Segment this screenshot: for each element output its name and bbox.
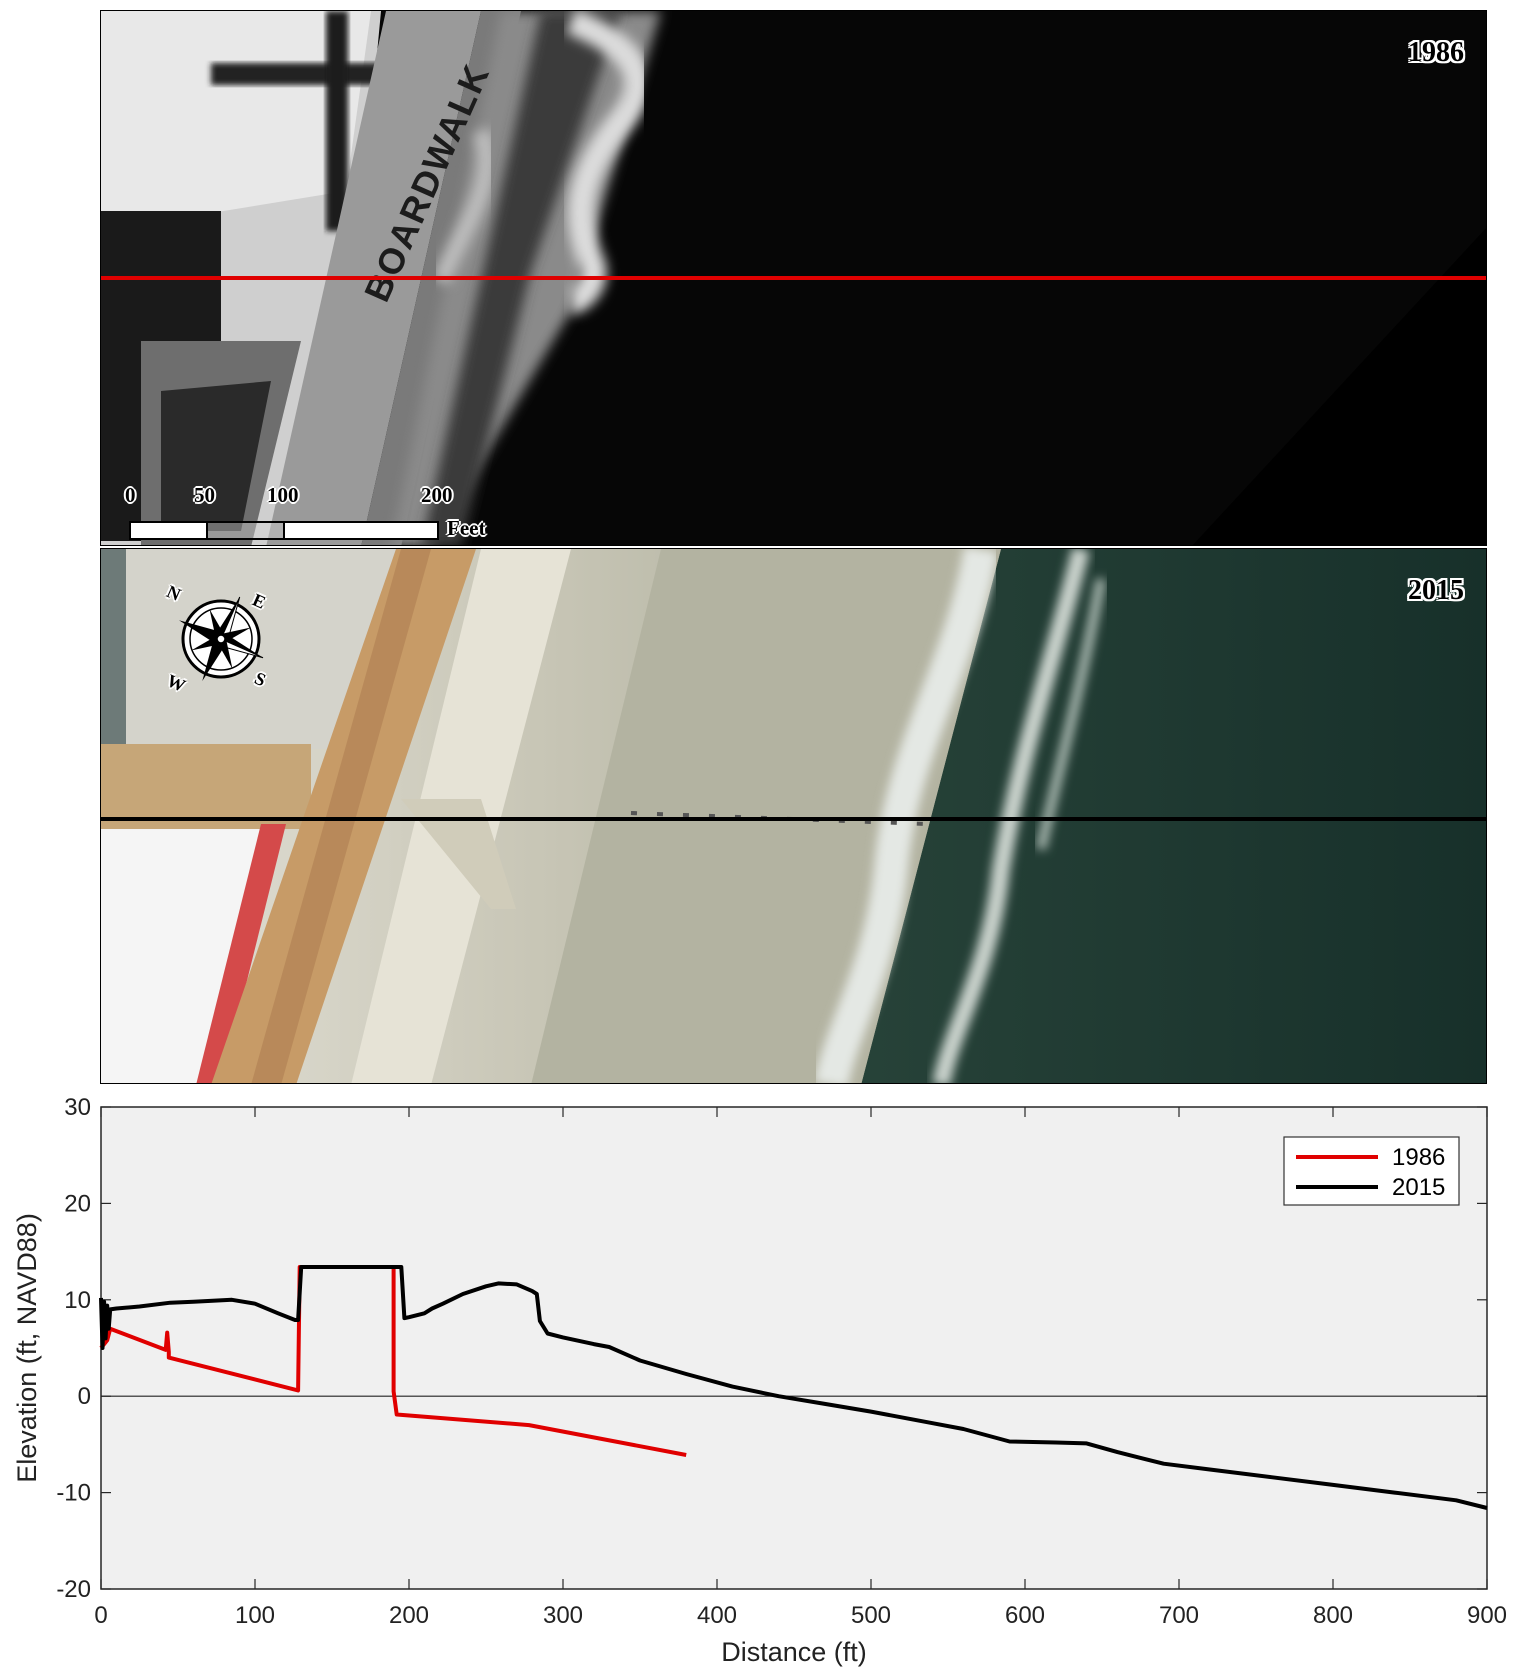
year-label-2015: 2015	[1408, 575, 1464, 606]
y-tick-label: 10	[64, 1287, 91, 1314]
transect-line-1986	[101, 276, 1486, 280]
scale-tick-0: 0	[125, 483, 136, 507]
scale-unit: Feet	[447, 516, 486, 540]
x-tick-label: 400	[697, 1602, 737, 1629]
scale-bar-graphic	[129, 521, 439, 540]
legend-box	[1283, 1136, 1460, 1206]
x-axis-title: Distance (ft)	[721, 1637, 867, 1667]
compass-rose-icon	[178, 596, 264, 682]
x-tick-label: 800	[1313, 1602, 1353, 1629]
legend-label-2015: 2015	[1392, 1174, 1445, 1201]
y-tick-label: -10	[56, 1480, 91, 1507]
scale-tick-100: 100	[267, 483, 299, 507]
scale-tick-50: 50	[194, 483, 215, 507]
legend-label-1986: 1986	[1392, 1144, 1445, 1171]
x-tick-label: 700	[1159, 1602, 1199, 1629]
y-tick-label: -20	[56, 1576, 91, 1603]
x-tick-label: 900	[1467, 1602, 1507, 1629]
x-tick-label: 200	[389, 1602, 429, 1629]
year-label-1986: 1986	[1408, 37, 1464, 68]
aerial-photo-1986-image	[101, 11, 1486, 545]
x-tick-label: 600	[1005, 1602, 1045, 1629]
x-tick-label: 300	[543, 1602, 583, 1629]
aerial-photo-2015: N E S W 2015	[100, 548, 1487, 1084]
aerial-photo-1986: BOARDWALK 1986 0 50 100 200 Feet	[100, 10, 1487, 546]
x-tick-label: 100	[235, 1602, 275, 1629]
x-tick-label: 0	[94, 1602, 107, 1629]
aerial-photo-2015-image	[101, 549, 1486, 1083]
y-axis-title: Elevation (ft, NAVD88)	[12, 1213, 42, 1483]
plot-area	[100, 1106, 1488, 1590]
scale-tick-200: 200	[421, 483, 453, 507]
y-tick-label: 0	[78, 1383, 91, 1410]
y-tick-label: 30	[64, 1094, 91, 1121]
series-line-1986	[99, 1265, 687, 1457]
x-tick-label: 500	[851, 1602, 891, 1629]
transect-line-2015	[101, 817, 1486, 821]
y-tick-label: 20	[64, 1190, 91, 1217]
series-line-2015	[99, 1265, 1488, 1510]
elevation-profile-chart: 0 100 200 300 400 500 600 700 800 900 -20 -10 0 10 20 3…	[12, 1094, 1507, 1667]
